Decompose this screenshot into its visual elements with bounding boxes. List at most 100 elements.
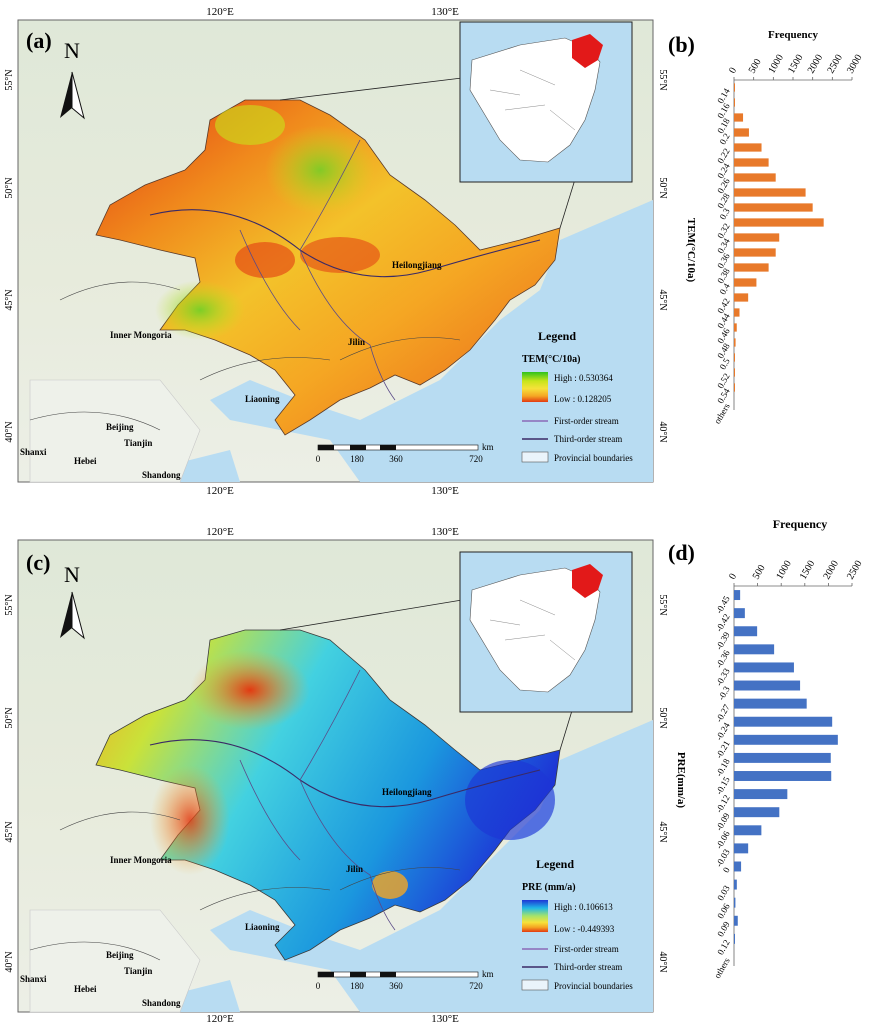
- legend-variable-a: TEM(°C/10a): [522, 354, 580, 365]
- hist-b-xtick-label: 0: [727, 66, 739, 76]
- hist-d-bar: [734, 644, 775, 655]
- hist-b-bar: [734, 368, 735, 377]
- svg-text:40°N: 40°N: [657, 421, 668, 442]
- hist-d-xtick-label: 2500: [845, 559, 865, 582]
- hist-d-xtick-label: 2000: [821, 559, 841, 582]
- svg-text:360: 360: [389, 981, 403, 991]
- lon-label-a-bottom-0: 120°E: [206, 485, 234, 497]
- hist-b-bar: [734, 128, 749, 137]
- north-label-c: N: [64, 562, 80, 587]
- lat-labels-c-left: 55°N 50°N 45°N 40°N: [4, 594, 15, 972]
- hist-d-category-label: others: [712, 956, 732, 980]
- hist-b-bar: [734, 143, 762, 152]
- hist-d-bar: [734, 861, 742, 872]
- lon-label-a-bottom-1: 130°E: [431, 485, 459, 497]
- place-heilongjiang-c: Heilongjiang: [382, 787, 432, 797]
- svg-text:km: km: [482, 969, 494, 979]
- map-panel-c: N (c) 120°E 130°E 120°E 130°E 55°N 50°N …: [4, 526, 668, 1025]
- hist-b-bar: [734, 158, 769, 167]
- place-beijing-a: Beijing: [106, 422, 134, 432]
- hist-b-bar: [734, 113, 744, 122]
- hist-d-bar: [734, 626, 758, 637]
- lon-label-c-top-0: 120°E: [206, 526, 234, 538]
- svg-text:0: 0: [316, 981, 321, 991]
- lat-labels-a-left: 55°N 50°N 45°N 40°N: [4, 69, 15, 442]
- hist-d-bar: [734, 843, 749, 854]
- hist-b-bar: [734, 98, 735, 107]
- place-inner-mongoria-c: Inner Mongoria: [110, 855, 172, 865]
- hist-d-bar: [734, 771, 832, 781]
- place-shandong-c: Shandong: [142, 998, 181, 1008]
- svg-text:45°N: 45°N: [4, 821, 15, 842]
- hist-d-xtick-label: 1500: [798, 559, 818, 582]
- hist-b-bar: [734, 353, 735, 362]
- lon-label-c-bottom-1: 130°E: [431, 1013, 459, 1024]
- hist-b-bar: [734, 263, 769, 272]
- svg-text:0: 0: [316, 454, 321, 464]
- hist-b-bar: [734, 338, 736, 347]
- hist-d-bar: [734, 807, 780, 818]
- hist-b-xtick-label: 1000: [766, 53, 786, 76]
- hist-d-panel-label: (d): [668, 540, 695, 565]
- svg-text:45°N: 45°N: [657, 821, 668, 842]
- hist-b-bar: [734, 188, 806, 197]
- river-third-order-c: [149, 739, 541, 808]
- hist-d-xtick-label: 1000: [774, 559, 794, 582]
- place-shanxi-a: Shanxi: [20, 447, 47, 457]
- histogram-d: (d) Frequency PRE(mm/a) 0 500 1000 1500 2000…: [668, 517, 865, 980]
- hist-b-bar: [734, 248, 776, 257]
- scalebar-a: 0 180 360 720 km: [316, 442, 494, 464]
- hist-d-category-label: 0.03: [715, 883, 732, 902]
- hist-b-title: Frequency: [768, 29, 818, 41]
- svg-text:45°N: 45°N: [657, 289, 668, 310]
- svg-text:50°N: 50°N: [4, 177, 15, 198]
- svg-text:40°N: 40°N: [4, 421, 15, 442]
- legend-boundary-a: Provincial boundaries: [554, 453, 633, 463]
- hist-d-ylabel: PRE(mm/a): [675, 752, 687, 809]
- place-tianjin-c: Tianjin: [124, 966, 152, 976]
- svg-text:360: 360: [389, 454, 403, 464]
- hist-d-category-label: 0: [721, 865, 732, 874]
- hist-b-bar: [734, 383, 735, 392]
- map-panel-a: N (a) 120°E 130°E 120°E 130°E 55°N 50°N …: [4, 6, 668, 497]
- lat-labels-a-right: 55°N 50°N 45°N 40°N: [657, 69, 668, 442]
- hist-b-bar: [734, 218, 824, 227]
- hist-b-bar: [734, 293, 749, 302]
- hist-d-category-label: 0.09: [715, 919, 732, 938]
- hist-b-bar: [734, 233, 780, 242]
- svg-text:55°N: 55°N: [4, 69, 15, 90]
- hist-b-bar: [734, 83, 735, 92]
- legend-high-a: High : 0.530364: [554, 373, 613, 383]
- hist-d-bar: [734, 789, 788, 800]
- place-beijing-c: Beijing: [106, 950, 134, 960]
- hist-b-panel-label: (b): [668, 32, 695, 57]
- svg-text:40°N: 40°N: [4, 951, 15, 972]
- hist-b-bar: [734, 308, 740, 317]
- legend-a: Legend TEM(°C/10a) High : 0.530364 Low :…: [521, 329, 633, 463]
- hist-d-title: Frequency: [773, 517, 827, 531]
- panel-label-a: (a): [26, 28, 52, 53]
- hist-b-xtick-label: 1500: [786, 53, 806, 76]
- panel-label-c: (c): [26, 550, 50, 575]
- lat-labels-c-right: 55°N 50°N 45°N 40°N: [657, 594, 668, 972]
- hist-b-bar: [734, 278, 757, 287]
- legend-low-a: Low : 0.128205: [554, 394, 612, 404]
- hist-b-bar: [734, 323, 737, 332]
- river-first-order-c: [239, 669, 396, 931]
- place-jilin-c: Jilin: [346, 864, 363, 874]
- lon-label-a-top-0: 120°E: [206, 6, 234, 18]
- legend-stream1-a: First-order stream: [554, 416, 619, 426]
- hist-d-category-label: 0.06: [715, 901, 732, 920]
- svg-text:km: km: [482, 442, 494, 452]
- legend-stream1-c: First-order stream: [554, 944, 619, 954]
- legend-stream3-a: Third-order stream: [554, 434, 622, 444]
- svg-text:45°N: 45°N: [4, 289, 15, 310]
- hist-b-ylabel: TEM(°C/10a): [685, 218, 697, 283]
- hist-b-bar: [734, 203, 813, 212]
- hist-d-bar: [734, 608, 745, 619]
- svg-text:180: 180: [350, 454, 364, 464]
- scalebar-c: 0 180 360 720 km: [316, 969, 494, 991]
- hist-b-bar: [734, 173, 776, 182]
- hist-b-xtick-label: 2000: [806, 53, 826, 76]
